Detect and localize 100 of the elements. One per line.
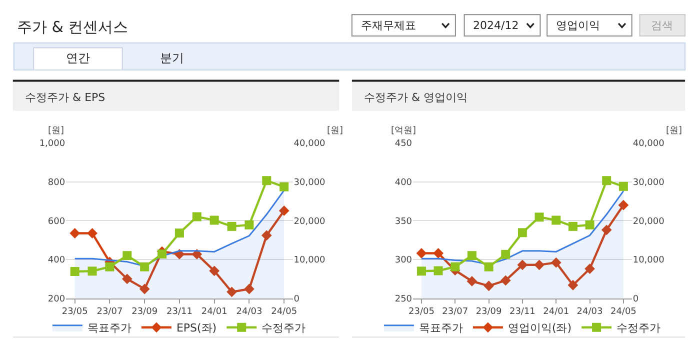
point (278, 206, 290, 216)
x-tick-label: 23/11 (509, 307, 536, 318)
point (122, 251, 132, 260)
point (139, 284, 150, 294)
y2-tick-label: 40,000 (632, 139, 665, 150)
x-tick-label: 23/07 (96, 307, 123, 318)
text: 검색 (651, 19, 673, 32)
point (280, 182, 289, 192)
y-tick-label: 300 (394, 256, 412, 266)
y-tick-label: 200 (48, 294, 66, 304)
y-tick-label: 600 (48, 216, 66, 227)
point (192, 212, 202, 222)
point (501, 250, 510, 259)
point (433, 248, 444, 258)
point (500, 275, 511, 286)
x-tick-label: 24/03 (236, 307, 262, 318)
point (484, 280, 494, 292)
point (534, 260, 544, 270)
point (550, 257, 562, 268)
x-tick-label: 23/11 (166, 307, 192, 318)
point (568, 222, 578, 231)
y-tick-label: 450 (394, 139, 412, 150)
y2-tick-label: 20,000 (294, 216, 326, 227)
y-axis-title: [억원] (391, 126, 416, 136)
point (88, 266, 97, 276)
y-axis-title: [원] (48, 126, 64, 136)
x-tick-label: 23/09 (132, 307, 158, 318)
y2-axis-title: [원] (666, 126, 682, 136)
legend-label: EPS(좌) (176, 322, 217, 335)
point (552, 216, 561, 225)
point (122, 274, 132, 284)
point (140, 262, 150, 272)
y2-tick-label: 10,000 (632, 256, 665, 266)
x-tick-label: 23/07 (442, 307, 468, 318)
point (584, 264, 595, 274)
point (518, 228, 527, 238)
y-tick-label: 800 (48, 178, 66, 188)
point (210, 216, 219, 225)
text: 영업이익 (556, 19, 600, 32)
x-tick-label: 24/05 (610, 307, 636, 318)
y-tick-label: 250 (394, 294, 412, 304)
point (450, 262, 460, 272)
y-tick-label: 350 (394, 216, 412, 227)
point (244, 220, 254, 230)
x-tick-label: 23/09 (476, 307, 502, 318)
x-tick-label: 24/01 (543, 307, 570, 318)
point (484, 262, 494, 272)
point (416, 248, 427, 258)
y-tick-label: 400 (48, 256, 66, 266)
point (227, 222, 236, 231)
text: 분기 (160, 51, 184, 65)
y2-tick-label: 30,000 (632, 178, 665, 188)
point (87, 228, 98, 238)
legend-label: 영업이익(좌) (508, 322, 572, 335)
point (601, 224, 612, 236)
text: 연간 (66, 51, 90, 65)
y2-tick-label: 30,000 (294, 178, 326, 188)
chart-title: 수정주가 & EPS (25, 91, 106, 104)
x-tick-label: 24/03 (576, 307, 603, 318)
point (174, 228, 184, 238)
y2-axis-title: [원] (327, 126, 344, 136)
point (467, 251, 476, 260)
point (434, 266, 443, 276)
point (618, 200, 629, 210)
y-tick-label: 1,000 (39, 139, 66, 150)
point (158, 250, 167, 259)
y2-tick-label: 20,000 (632, 216, 665, 227)
point (585, 220, 594, 230)
point (70, 228, 80, 238)
y2-tick-label: 0 (632, 294, 639, 304)
point (70, 267, 80, 276)
point (618, 182, 628, 191)
point (534, 212, 544, 222)
y2-tick-label: 0 (294, 294, 300, 304)
point (209, 266, 220, 276)
point (517, 260, 528, 270)
point (192, 249, 202, 260)
y-tick-label: 400 (394, 178, 412, 188)
point (466, 276, 478, 286)
y2-tick-label: 10,000 (294, 256, 326, 266)
point (602, 176, 612, 186)
x-tick-label: 24/05 (271, 307, 298, 318)
point (226, 286, 237, 298)
chart-title: 수정주가 & 영업이익 (364, 91, 468, 104)
legend-label: 수정주가 (262, 322, 306, 335)
legend-label: 목표주가 (418, 322, 463, 335)
text: 주재무제표 (361, 19, 416, 32)
x-tick-label: 24/01 (201, 307, 228, 318)
point (244, 284, 254, 294)
point (416, 266, 426, 276)
x-tick-label: 23/05 (62, 307, 88, 318)
y2-tick-label: 40,000 (294, 139, 326, 150)
legend-label: 목표주가 (87, 322, 132, 335)
text: 2024/12 (473, 19, 519, 32)
legend-label: 수정주가 (616, 322, 661, 335)
point (105, 262, 114, 272)
point (568, 280, 578, 290)
x-tick-label: 23/05 (408, 307, 434, 318)
point (261, 230, 272, 241)
point (262, 176, 272, 186)
